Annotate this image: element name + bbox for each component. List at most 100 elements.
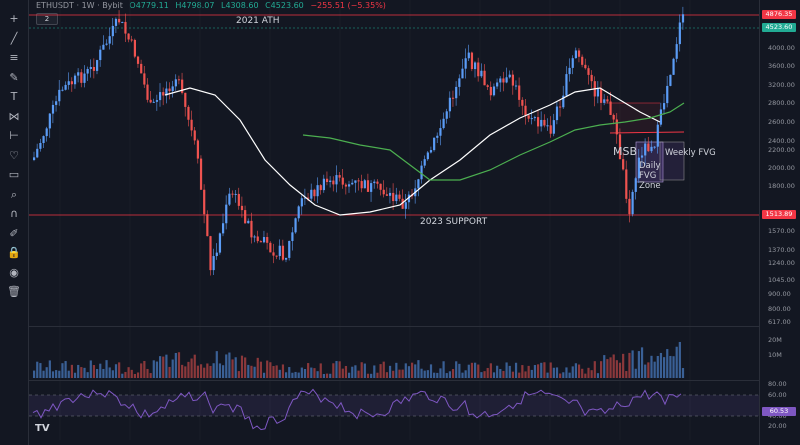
volume-bar [111,370,114,378]
candle-body [177,79,181,81]
volume-bar [310,367,313,378]
volume-bar [606,359,609,378]
candle-body [322,178,325,191]
candle-body [401,198,404,209]
volume-bar [659,352,663,378]
trendline-icon[interactable]: ╱ [10,31,18,45]
volume-bar [313,368,316,378]
volume-bar [530,369,533,378]
volume-bar [640,347,644,378]
candle-body [518,85,521,100]
volume-pane-separator[interactable] [29,326,759,327]
volume-bar [146,368,149,378]
candle-body [581,56,584,65]
volume-bar [118,362,121,378]
candle-body [190,119,193,131]
candle-body [442,118,445,129]
volume-bars [33,341,685,378]
volume-bar [102,368,105,378]
candle-body [366,180,370,192]
candle-body [508,74,511,78]
price-tick: 900.00 [768,290,791,298]
measure-icon[interactable]: ⊢ [9,129,19,142]
candle-body [303,197,307,199]
indicators-toggle[interactable]: 2 [36,13,58,25]
pattern-icon[interactable]: ⋈ [8,109,20,123]
candle-body [474,62,477,70]
candle-body [121,21,124,23]
candle-body [253,236,256,238]
volume-bar [73,372,77,378]
candle-body [108,36,111,44]
indicator-count: 2 [44,15,50,23]
candle-body [234,193,237,195]
candle-body [634,178,637,192]
volume-bar [464,370,467,378]
candle-body [168,88,171,92]
volume-bar [681,368,685,378]
volume-bar [537,364,540,378]
candle-body [165,88,168,96]
candle-body [146,84,149,100]
zoom-icon[interactable]: ⌕ [10,187,18,201]
candle-body [325,178,329,183]
price-tick: 2600.00 [768,118,795,126]
fib-icon[interactable]: ≡ [9,51,19,64]
candle-body [644,143,647,156]
volume-bar [184,366,187,378]
pencil-lock-icon[interactable]: ✐ [9,226,19,240]
volume-bar [587,367,590,378]
candle-body [360,181,363,189]
volume-bar [61,363,64,378]
volume-tick: 10M [768,351,782,359]
close-value: C4523.60 [265,1,304,10]
symbol-name[interactable]: ETHUSDT · 1W · Bybit [36,1,123,10]
volume-bar [275,365,278,378]
price-tick: 2400.00 [768,137,795,145]
candle-body [552,120,555,134]
price-axis[interactable] [759,0,800,445]
candle-body [612,114,615,120]
volume-bar [181,364,184,378]
heart-icon[interactable]: ♡ [9,148,19,162]
eye-icon[interactable]: ◉ [9,265,19,279]
lock-icon[interactable]: 🔒 [7,246,21,259]
magnet-icon[interactable]: ∩ [9,207,19,220]
volume-bar [256,357,259,378]
volume-bar [596,373,600,378]
candle-body [467,52,470,59]
brush-icon[interactable]: ✎ [9,70,19,84]
volume-bar [39,363,42,378]
volume-bar [70,364,73,378]
candle-body [275,255,278,257]
volume-bar [445,373,448,378]
volume-bar [36,361,39,378]
volume-bar [404,363,407,378]
volume-bar [124,371,127,378]
volume-bar [96,368,99,378]
volume-bar [549,362,552,378]
volume-bar [622,353,625,378]
low-value: L4308.60 [221,1,259,10]
trash-icon[interactable]: 🗑 [7,285,21,298]
volume-bar [496,365,499,378]
volume-bar [398,369,401,378]
volume-bar [234,357,237,378]
candle-body [149,99,152,103]
ruler-icon[interactable]: ▭ [8,168,20,181]
rsi-tick: 20.00 [768,422,787,430]
volume-bar [269,362,272,378]
candle-body [285,257,288,260]
volume-bar [45,367,48,378]
candle-body [675,44,678,59]
rsi-pane-separator[interactable] [29,380,759,381]
volume-bar [55,370,58,378]
crosshair-icon[interactable]: + [9,12,19,25]
candle-body [650,146,653,152]
candle-body [155,100,159,102]
candle-body [439,128,442,136]
text-icon[interactable]: T [10,90,18,103]
volume-bar [168,366,171,378]
candle-body [555,106,559,121]
